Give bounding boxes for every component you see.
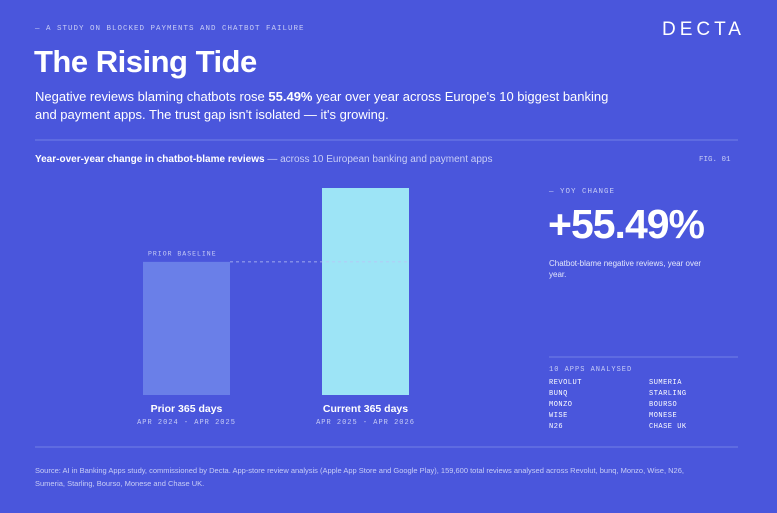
period-label: APR 2025 - APR 2026 xyxy=(316,419,415,427)
subtitle-text: year over year across Europe's 10 bigges… xyxy=(35,89,609,122)
app-name: N26 xyxy=(549,423,564,431)
apps-title: 10 APPS ANALYSED xyxy=(549,366,633,374)
subtitle-text: Negative reviews blaming chatbots rose xyxy=(35,89,269,104)
kicker: — A STUDY ON BLOCKED PAYMENTS AND CHATBO… xyxy=(35,25,305,33)
app-name: WISE xyxy=(549,412,568,420)
subtitle-highlight: 55.49% xyxy=(268,89,313,104)
app-name: BUNQ xyxy=(549,390,568,398)
bar xyxy=(322,188,409,395)
app-name: SUMERIA xyxy=(649,379,682,387)
annotation: PRIOR BASELINE xyxy=(148,251,217,258)
app-name: STARLING xyxy=(649,390,687,398)
chart-heading: Year-over-year change in chatbot-blame r… xyxy=(35,154,492,165)
x-tick-label: Prior 365 days xyxy=(151,403,223,415)
app-name: REVOLUT xyxy=(549,379,582,387)
app-name: MONZO xyxy=(549,401,573,409)
title: The Rising Tide xyxy=(34,44,257,79)
app-name: BOURSO xyxy=(649,401,678,409)
side-kicker: — YOY CHANGE xyxy=(549,188,616,196)
chart-subtitle: — across 10 European banking and payment… xyxy=(264,154,493,165)
app-name: CHASE UK xyxy=(649,423,687,431)
app-name: MONESE xyxy=(649,412,678,420)
period-label: APR 2024 - APR 2025 xyxy=(137,419,236,427)
bar xyxy=(143,261,230,395)
headline: +55.49% xyxy=(548,201,705,247)
subtitle: Negative reviews blaming chatbots rose 5… xyxy=(35,88,625,124)
chart-title: Year-over-year change in chatbot-blame r… xyxy=(35,154,265,165)
figure-label: FIG. 01 xyxy=(699,156,731,164)
caption: Chatbot-blame negative reviews, year ove… xyxy=(549,259,702,279)
source: Source: AI in Banking Apps study, commis… xyxy=(35,466,684,488)
x-tick-label: Current 365 days xyxy=(323,403,408,415)
logo: DECTA xyxy=(662,19,745,40)
